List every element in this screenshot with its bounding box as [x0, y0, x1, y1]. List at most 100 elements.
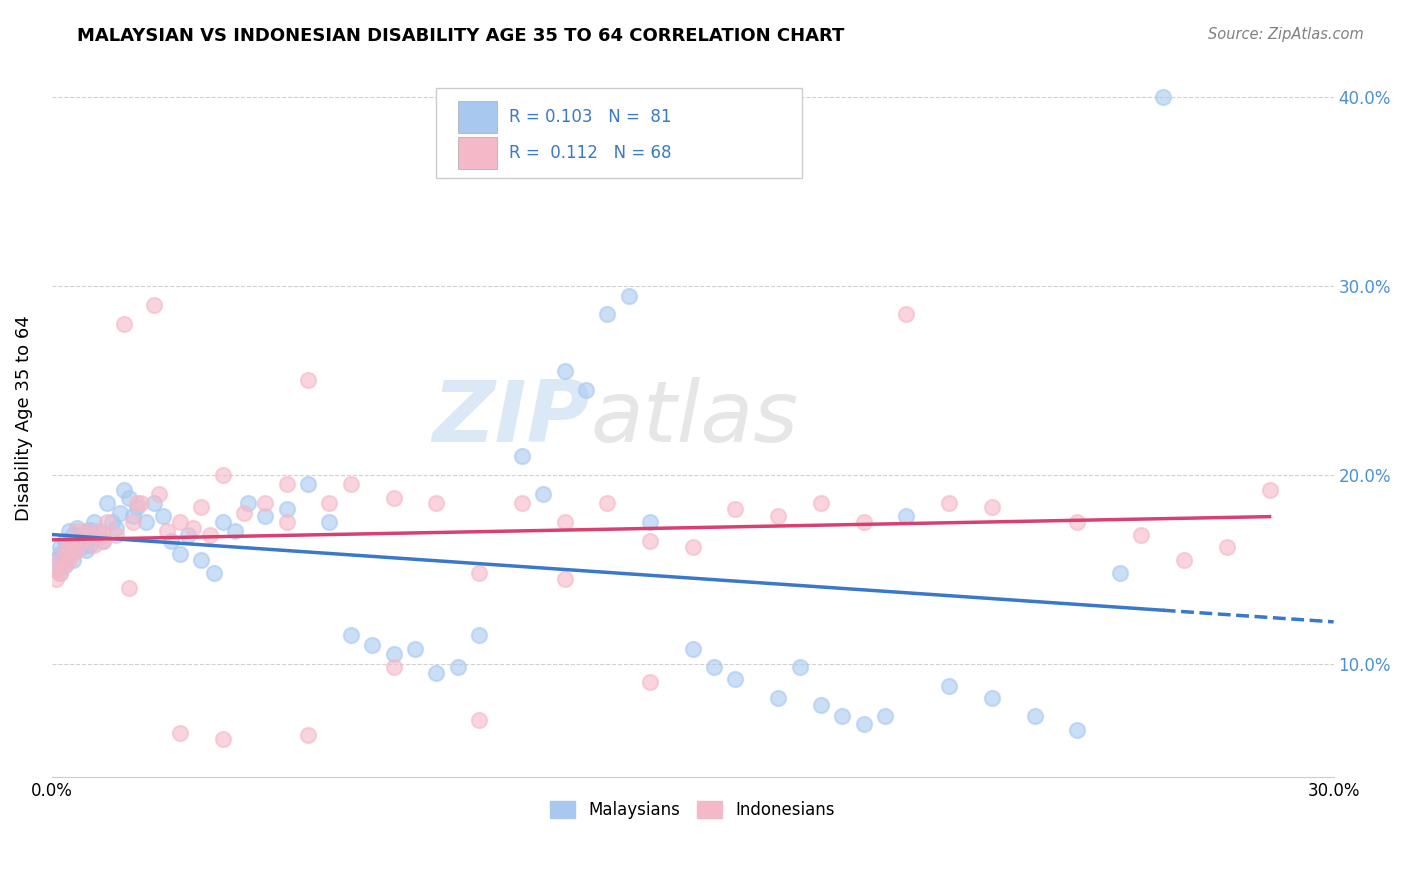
Point [62, 528, 84, 542]
Point [468, 628, 491, 642]
Point [382, 647, 405, 661]
Point [70, 533, 93, 548]
Point [58, 553, 80, 567]
Point [938, 496, 960, 510]
Point [62, 543, 84, 558]
Point [169, 726, 191, 740]
Point [361, 638, 384, 652]
Point [510, 449, 533, 463]
Point [447, 660, 470, 674]
Text: Source: ZipAtlas.com: Source: ZipAtlas.com [1208, 27, 1364, 42]
Point [104, 521, 127, 535]
Point [53, 533, 76, 548]
Point [810, 496, 832, 510]
Point [425, 496, 447, 510]
Point [575, 383, 598, 397]
Point [181, 521, 204, 535]
Point [177, 528, 200, 542]
Point [49, 553, 72, 567]
Point [980, 690, 1002, 705]
Point [45, 562, 67, 576]
Point [53, 553, 76, 567]
Legend: Malaysians, Indonesians: Malaysians, Indonesians [544, 795, 842, 826]
Point [49, 553, 72, 567]
Point [211, 732, 233, 747]
Point [596, 496, 619, 510]
Point [724, 501, 747, 516]
Point [45, 562, 67, 576]
Point [297, 374, 319, 388]
Point [75, 524, 97, 539]
Point [297, 477, 319, 491]
Point [1216, 540, 1239, 554]
Point [682, 540, 704, 554]
Point [510, 496, 533, 510]
Point [198, 528, 221, 542]
Point [118, 491, 141, 505]
Point [135, 515, 157, 529]
Point [58, 524, 80, 539]
Point [169, 547, 191, 561]
Point [58, 547, 80, 561]
Point [190, 553, 212, 567]
Point [49, 540, 72, 554]
Point [202, 566, 225, 580]
Point [553, 572, 575, 586]
Point [831, 709, 853, 723]
Point [638, 515, 661, 529]
Point [96, 515, 118, 529]
Point [896, 509, 918, 524]
Point [108, 506, 131, 520]
Point [276, 515, 298, 529]
Point [160, 533, 183, 548]
Point [553, 515, 575, 529]
Point [276, 477, 298, 491]
Point [224, 524, 246, 539]
Point [1066, 723, 1088, 737]
Point [53, 558, 76, 573]
Point [58, 540, 80, 554]
Point [45, 572, 67, 586]
Point [79, 538, 101, 552]
Point [87, 524, 110, 539]
Point [211, 467, 233, 482]
Point [100, 515, 122, 529]
Point [382, 660, 405, 674]
Point [91, 533, 114, 548]
Point [1152, 90, 1174, 104]
Point [852, 717, 875, 731]
Point [211, 515, 233, 529]
Point [638, 533, 661, 548]
Point [143, 496, 166, 510]
Point [938, 679, 960, 693]
Text: ZIP: ZIP [433, 376, 591, 459]
Point [617, 288, 640, 302]
Point [156, 524, 179, 539]
Point [62, 553, 84, 567]
Point [148, 487, 170, 501]
Text: MALAYSIAN VS INDONESIAN DISABILITY AGE 35 TO 64 CORRELATION CHART: MALAYSIAN VS INDONESIAN DISABILITY AGE 3… [77, 27, 845, 45]
FancyBboxPatch shape [458, 136, 496, 169]
Point [112, 483, 135, 497]
Point [122, 509, 145, 524]
Point [127, 496, 149, 510]
Point [703, 660, 725, 674]
Point [980, 500, 1002, 514]
Point [810, 698, 832, 713]
Point [62, 547, 84, 561]
Point [531, 487, 554, 501]
Point [45, 553, 67, 567]
Point [318, 496, 340, 510]
Point [83, 538, 105, 552]
Point [233, 506, 256, 520]
Point [62, 533, 84, 548]
Point [143, 298, 166, 312]
Point [49, 566, 72, 580]
Point [58, 540, 80, 554]
Point [127, 500, 149, 514]
Point [1258, 483, 1281, 497]
Point [1024, 709, 1046, 723]
Point [340, 628, 363, 642]
Point [131, 496, 153, 510]
Point [91, 528, 114, 542]
